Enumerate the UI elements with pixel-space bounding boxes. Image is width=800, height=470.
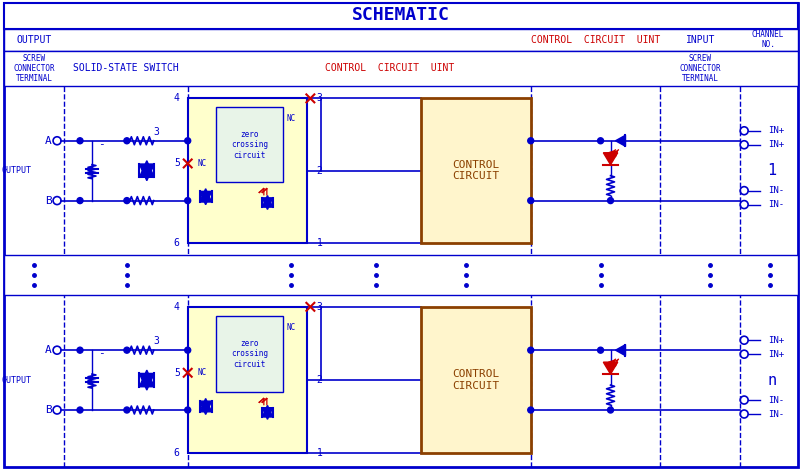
Text: OUTPUT: OUTPUT [17,34,52,45]
Polygon shape [200,191,212,204]
Text: 6: 6 [174,238,180,248]
Bar [4,29,798,50]
Text: 4: 4 [174,302,180,312]
Polygon shape [262,407,273,419]
Bar [4,255,798,295]
Text: 1: 1 [317,448,322,458]
Text: SCREW
CONNECTOR
TERMINAL: SCREW CONNECTOR TERMINAL [14,54,55,83]
Polygon shape [615,345,626,356]
Polygon shape [262,196,273,207]
Circle shape [598,138,603,144]
Text: SOLID-STATE SWITCH: SOLID-STATE SWITCH [73,63,178,73]
Text: INPUT: INPUT [686,34,715,45]
Circle shape [528,407,534,413]
Text: NC: NC [197,368,206,377]
Text: -: - [98,348,104,358]
Circle shape [77,407,83,413]
Polygon shape [262,198,273,210]
Circle shape [77,197,83,204]
Polygon shape [139,374,154,390]
Text: SCHEMATIC: SCHEMATIC [352,6,450,24]
Text: IN+: IN+ [768,336,784,345]
Text: IN+: IN+ [768,140,784,149]
Text: IN+: IN+ [768,126,784,135]
Circle shape [528,347,534,353]
Text: 1: 1 [317,238,322,248]
Circle shape [607,407,614,413]
Polygon shape [603,362,618,374]
Circle shape [185,138,190,144]
Text: A: A [45,345,51,355]
Text: 2: 2 [317,166,322,176]
Text: 3: 3 [154,127,160,137]
Text: NC: NC [197,159,206,168]
Bar [188,98,307,243]
Text: zero
crossing
circuit: zero crossing circuit [231,130,268,159]
Text: IN-: IN- [768,200,784,209]
Polygon shape [262,405,273,417]
Text: NC: NC [286,322,296,331]
Polygon shape [139,164,154,180]
Circle shape [598,347,603,353]
Circle shape [528,138,534,144]
Text: A: A [45,136,51,146]
Polygon shape [139,161,154,177]
Polygon shape [200,401,212,415]
Text: IN-: IN- [768,186,784,195]
Text: 5: 5 [174,368,180,378]
Text: CONTROL
CIRCUIT: CONTROL CIRCUIT [452,369,499,391]
Polygon shape [603,153,618,164]
Text: 2: 2 [317,375,322,385]
Circle shape [528,197,534,204]
Circle shape [185,197,190,204]
Text: 4: 4 [174,94,180,103]
Circle shape [124,197,130,204]
Text: 5: 5 [174,158,180,168]
Circle shape [607,197,614,204]
Circle shape [77,138,83,144]
Bar [216,315,283,392]
Text: IN-: IN- [768,396,784,405]
Polygon shape [615,135,626,146]
Text: SCREW
CONNECTOR
TERMINAL: SCREW CONNECTOR TERMINAL [679,54,721,83]
Text: B: B [45,196,51,205]
Text: -: - [98,139,104,149]
Bar [216,107,283,182]
Text: IN-: IN- [768,409,784,418]
Circle shape [124,138,130,144]
Polygon shape [139,370,154,387]
Text: NC: NC [286,114,296,123]
Text: 6: 6 [174,448,180,458]
Text: n: n [767,373,777,388]
Bar [421,307,530,454]
Polygon shape [200,189,212,202]
Circle shape [124,347,130,353]
Text: CONTROL  CIRCUIT  UINT: CONTROL CIRCUIT UINT [325,63,454,73]
Text: IN+: IN+ [768,350,784,359]
Text: 3: 3 [317,94,322,103]
Text: OUTPUT: OUTPUT [1,166,31,175]
Circle shape [124,407,130,413]
Circle shape [185,407,190,413]
Bar [4,3,798,29]
Text: CONTROL  CIRCUIT  UINT: CONTROL CIRCUIT UINT [531,34,660,45]
Circle shape [185,347,190,353]
Text: 1: 1 [767,163,777,178]
Text: B: B [45,405,51,415]
Polygon shape [200,399,212,412]
Circle shape [77,347,83,353]
Text: 3: 3 [154,336,160,346]
Text: CHANNEL
NO.: CHANNEL NO. [752,30,784,49]
Bar [4,50,798,86]
Bar [421,98,530,243]
Text: OUTPUT: OUTPUT [1,376,31,384]
Text: CONTROL
CIRCUIT: CONTROL CIRCUIT [452,160,499,181]
Text: 3: 3 [317,302,322,312]
Bar [188,307,307,454]
Text: zero
crossing
circuit: zero crossing circuit [231,339,268,368]
